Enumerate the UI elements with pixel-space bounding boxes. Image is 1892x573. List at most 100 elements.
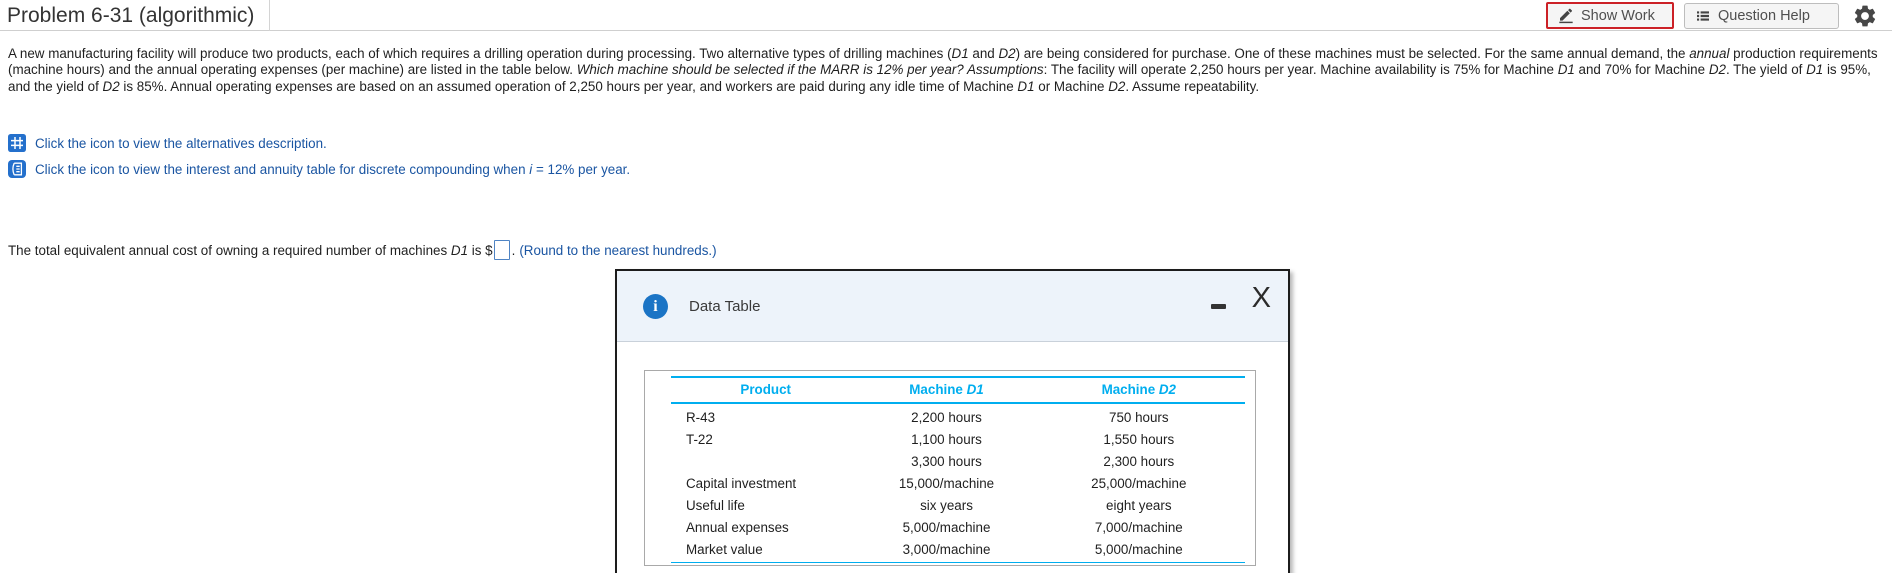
table-cell: Market value [671, 538, 861, 563]
table-cell: 5,000/machine [902, 520, 991, 535]
question-help-label: Question Help [1718, 8, 1810, 24]
table-row: Useful life six years eight years [671, 495, 1245, 517]
table-row: T-22 1,100 hours 1,550 hours [671, 429, 1245, 451]
text-segment: or Machine [1034, 78, 1109, 94]
table-cell: 1,550 hours [1103, 432, 1175, 447]
text-segment: D2 [102, 78, 120, 94]
interest-table-link-text[interactable]: Click the icon to view the interest and … [35, 162, 630, 177]
table-cell: 3,300 hours [911, 454, 982, 469]
table-cell: 7,000/machine [1094, 520, 1183, 535]
table-cell: Useful life [686, 498, 745, 513]
page-title: Problem 6-31 (algorithmic) [7, 3, 255, 27]
text-segment: D1 [1557, 62, 1575, 78]
text-segment: and [968, 46, 999, 61]
minimize-button[interactable] [1208, 295, 1230, 317]
table-cell: 2,200 hours [911, 410, 982, 425]
text-segment: The total equivalent annual cost of owni… [8, 242, 451, 258]
pencil-icon [1558, 8, 1574, 24]
text-segment: Machine [909, 382, 967, 397]
text-segment: D1 [966, 382, 984, 397]
top-bar: Problem 6-31 (algorithmic) Show Work Que… [0, 0, 1892, 31]
dialog-body: Product Machine D1 Machine D2 R-43 2,200 ho… [617, 342, 1288, 566]
text-segment: D1 [450, 242, 469, 258]
book-icon[interactable] [8, 160, 26, 178]
text-segment: Product [740, 382, 791, 397]
text-segment: . The yield of [1725, 62, 1807, 78]
table-cell: 1,100 hours [911, 432, 982, 447]
alternatives-link-text[interactable]: Click the icon to view the alternatives … [35, 136, 327, 151]
text-segment: i [529, 161, 533, 177]
round-note: (Round to the nearest hundreds.) [519, 242, 717, 258]
table-cell: 25,000/machine [1091, 476, 1187, 491]
table-cell [671, 451, 860, 473]
table-cell: six years [920, 498, 973, 513]
text-segment: D2 [998, 46, 1016, 61]
x-icon: X [1251, 282, 1271, 314]
list-icon [1695, 8, 1711, 24]
text-segment: annual [1689, 46, 1730, 61]
table-row: Annual expenses 5,000/machine 7,000/machin… [671, 517, 1245, 539]
column-header: Product [671, 376, 861, 404]
text-segment: A new manufacturing facility will produc… [8, 46, 952, 61]
answer-period: . [511, 242, 516, 258]
info-icon: i [643, 294, 668, 319]
text-segment: Click the icon to view the alternatives … [35, 135, 327, 151]
text-segment: and 70% for Machine [1574, 62, 1709, 78]
interest-table-link-row: Click the icon to view the interest and … [8, 160, 630, 178]
text-segment: Machine [1101, 382, 1159, 397]
data-table-body: R-43 2,200 hours 750 hours T-22 1,100 hours 1… [671, 403, 1245, 563]
text-segment: D1 [1017, 78, 1035, 94]
data-table: Product Machine D1 Machine D2 R-43 2,200 ho… [671, 376, 1245, 563]
text-segment: Click the icon to view the interest and … [35, 161, 530, 177]
text-segment: D2 [1708, 62, 1726, 78]
close-button[interactable]: X [1252, 284, 1271, 313]
data-table-dialog: i Data Table X Product Machine D1 Machine … [615, 269, 1290, 573]
problem-statement: A new manufacturing facility will produc… [8, 46, 1887, 95]
text-segment: D1 [951, 46, 969, 61]
table-cell: R-43 [686, 410, 716, 425]
table-cell: 15,000/machine [898, 476, 995, 491]
table-row: R-43 2,200 hours 750 hours [671, 403, 1245, 429]
text-segment: ) are being considered for purchase. One… [1015, 46, 1690, 61]
page-title-wrap: Problem 6-31 (algorithmic) [0, 0, 270, 31]
info-glyph: i [653, 297, 658, 315]
text-segment: is $ [468, 242, 493, 258]
gear-icon[interactable] [1852, 3, 1878, 29]
table-grid-icon[interactable] [8, 134, 26, 152]
table-cell: 5,000/machine [1032, 538, 1245, 563]
table-cell: Capital investment [686, 476, 797, 491]
show-work-label: Show Work [1581, 7, 1655, 24]
question-help-button[interactable]: Question Help [1684, 3, 1839, 29]
answer-input[interactable] [493, 240, 510, 260]
answer-row: The total equivalent annual cost of owni… [8, 240, 717, 260]
text-segment: D2 [1158, 382, 1176, 397]
minus-icon [1211, 304, 1226, 309]
table-row: Capital investment 15,000/machine 25,000/m… [671, 473, 1245, 495]
text-segment: D1 [1806, 62, 1824, 78]
table-row: Market value 3,000/machine 5,000/machine [671, 538, 1245, 563]
text-segment: = 12% per year. [532, 161, 631, 177]
show-work-button[interactable]: Show Work [1546, 2, 1674, 29]
alternatives-link-row: Click the icon to view the alternatives … [8, 134, 327, 152]
table-cell: eight years [1106, 498, 1172, 513]
column-header: Machine D1 [860, 376, 1033, 404]
table-cell: 750 hours [1109, 410, 1169, 425]
answer-prompt: The total equivalent annual cost of owni… [8, 243, 493, 258]
text-segment: D2 [1108, 78, 1126, 94]
table-row: 3,300 hours 2,300 hours [671, 451, 1245, 473]
table-cell: 2,300 hours [1103, 454, 1175, 469]
text-segment: is 85%. Annual operating expenses are ba… [119, 78, 1018, 94]
dialog-header[interactable]: i Data Table X [617, 271, 1288, 342]
text-segment: : The facility will operate 2,250 hours … [1043, 62, 1558, 78]
data-table-head-row: Product Machine D1 Machine D2 [671, 376, 1245, 404]
text-segment: . Assume repeatability. [1125, 78, 1260, 94]
table-cell: Annual expenses [686, 520, 789, 535]
dialog-title: Data Table [689, 298, 761, 315]
text-segment: production requirements (machine hours) … [8, 46, 1878, 78]
column-header: Machine D2 [1032, 376, 1245, 404]
table-cell: T-22 [686, 432, 713, 447]
text-segment: Which machine should be selected if the … [576, 62, 1044, 78]
text-segment: is 95%, and the yield of [8, 62, 1871, 94]
table-cell: 3,000/machine [860, 538, 1033, 563]
